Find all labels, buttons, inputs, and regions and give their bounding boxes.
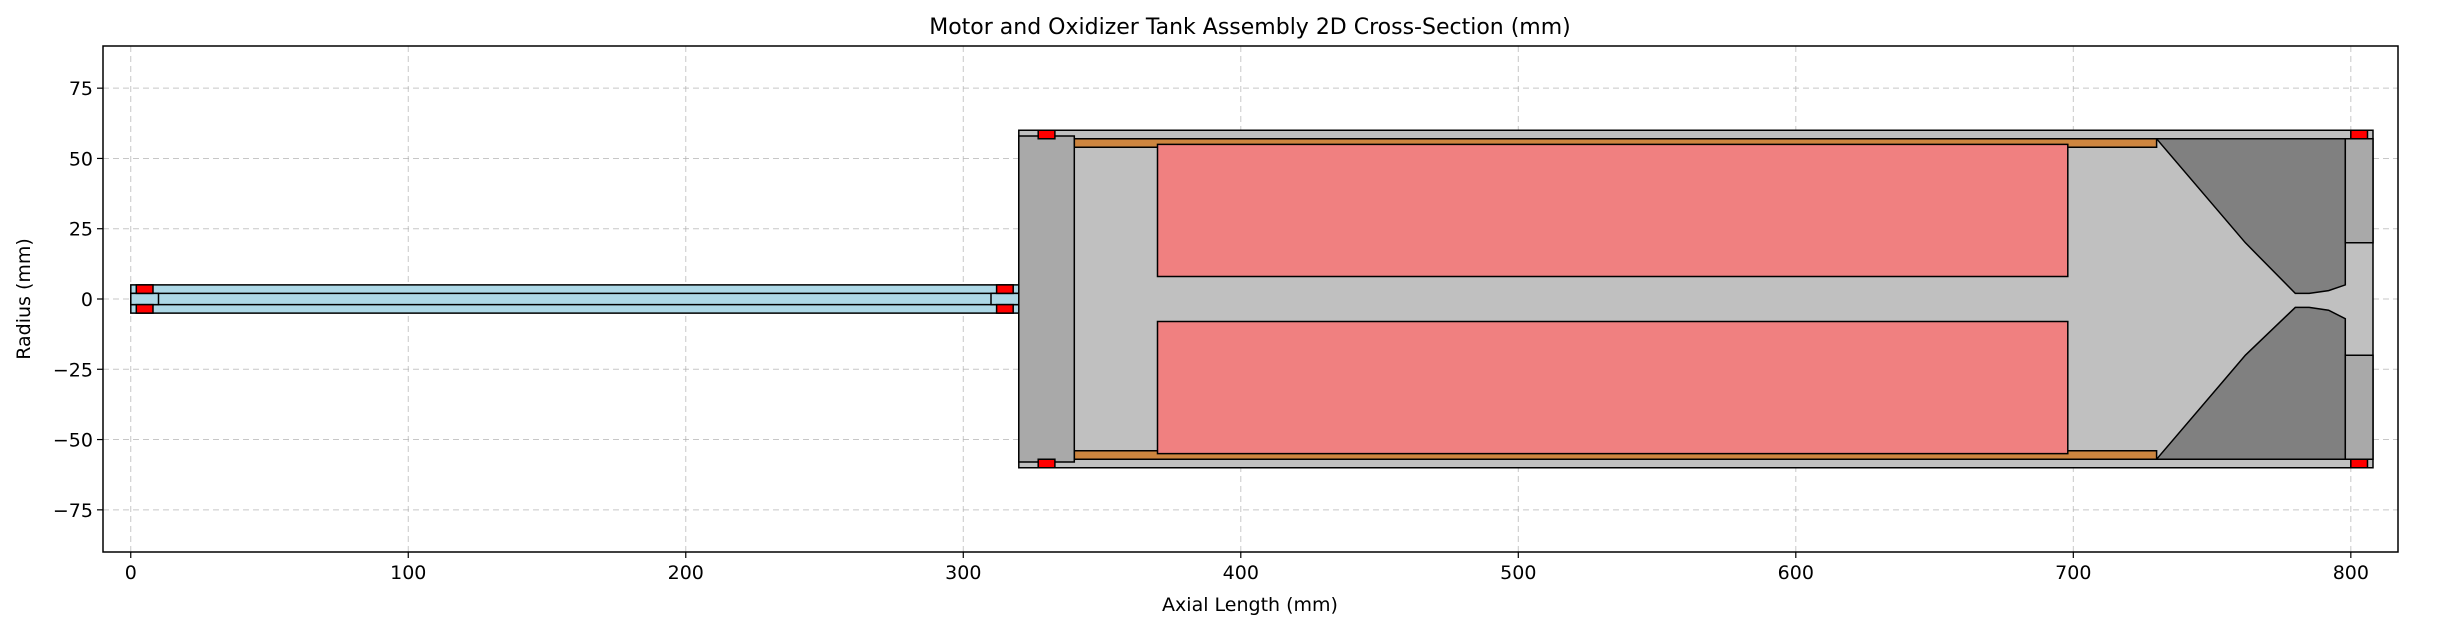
x-tick-label-8: 800 (2333, 562, 2369, 584)
x-tick-label-7: 700 (2055, 562, 2091, 584)
bulkhead-forward (1018, 135, 1076, 463)
oring-4 (995, 303, 1014, 314)
x-tick-label-4: 400 (1223, 562, 1259, 584)
tube-fitting-left (130, 292, 160, 306)
y-tick-label-5: −50 (53, 430, 93, 452)
grain-bottom (1156, 320, 2069, 455)
ticks: 0 100 200 300 400 500 600 700 800 75 50 25 0 −25 −50 −7… (53, 78, 2369, 584)
x-axis-label: Axial Length (mm) (1162, 594, 1338, 616)
y-tick-label-3: 0 (81, 289, 93, 311)
y-tick-label-2: 25 (69, 219, 93, 241)
y-tick-label-4: −25 (53, 359, 93, 381)
shapes (130, 129, 2374, 469)
grain-top (1156, 143, 2069, 278)
oring-1 (135, 284, 154, 295)
x-tick-label-6: 600 (1778, 562, 1814, 584)
y-tick-label-6: −75 (53, 500, 93, 522)
x-tick-label-3: 300 (945, 562, 981, 584)
oring-7 (2350, 129, 2369, 140)
oring-5 (1037, 129, 1056, 140)
x-tick-label-5: 500 (1500, 562, 1536, 584)
y-tick-label-1: 50 (69, 148, 93, 170)
x-tick-label-1: 100 (390, 562, 426, 584)
oring-8 (2350, 458, 2369, 469)
chart-title: Motor and Oxidizer Tank Assembly 2D Cros… (929, 15, 1571, 40)
y-tick-label-0: 75 (69, 78, 93, 100)
x-tick-label-0: 0 (125, 562, 137, 584)
oring-6 (1037, 458, 1056, 469)
y-axis-label: Radius (mm) (13, 238, 35, 360)
tube-fitting-right (990, 292, 1020, 306)
oring-2 (135, 303, 154, 314)
tube-bore (130, 292, 1020, 306)
x-tick-label-2: 200 (668, 562, 704, 584)
retainer-bottom (2344, 354, 2374, 460)
oring-3 (995, 284, 1014, 295)
retainer-top (2344, 138, 2374, 244)
